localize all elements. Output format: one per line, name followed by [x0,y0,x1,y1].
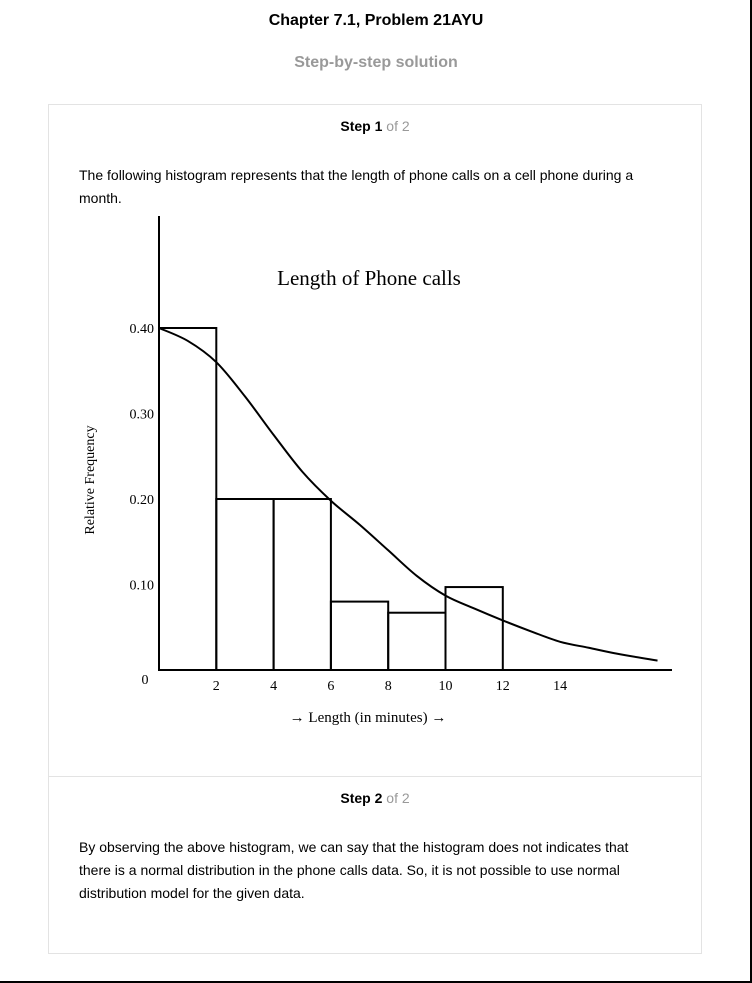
step-1-text: The following histogram represents that … [79,167,634,206]
histogram-bar-6 [444,586,504,671]
step-1-number: 1 [374,118,383,134]
step-2-header: Step 2 of 2 [49,790,701,806]
x-tick-label-7: 14 [553,679,567,694]
histogram-chart: Length of Phone calls Relative Frequency… [83,216,672,726]
step-2-text: By observing the above histogram, we can… [79,839,629,901]
x-tick-label-6: 12 [496,679,510,694]
solution-card: Step 1 of 2 The following histogram repr… [48,104,702,954]
step-2-number: 2 [374,790,383,806]
histogram-bar-1 [158,327,218,671]
y-tick-label-1: 0.10 [130,579,155,594]
y-tick-label-2: 0.20 [130,493,155,508]
step-1-label: Step [340,118,371,134]
page-subtitle: Step-by-step solution [294,54,458,71]
x-tick-label-2: 4 [270,679,277,694]
step-1-of: of 2 [386,118,410,134]
distribution-curve [158,327,658,662]
x-tick-label-4: 8 [385,679,392,694]
origin-label: 0 [142,673,149,688]
y-axis-label: Relative Frequency [83,425,98,534]
x-tick-label-1: 2 [213,679,220,694]
histogram-bar-3 [272,498,332,671]
bottom-border [0,981,752,983]
step-divider [49,776,701,777]
page-title: Chapter 7.1, Problem 21AYU [268,12,484,29]
histogram-bar-5 [387,611,447,671]
y-tick-label-4: 0.40 [130,322,155,337]
chart-title: Length of Phone calls [277,266,461,290]
x-tick-label-5: 10 [439,679,453,694]
y-tick-label-3: 0.30 [130,408,155,423]
histogram-bar-2 [215,498,275,671]
x-axis-label: → Length (in minutes) → [290,710,447,726]
step-2-of: of 2 [386,790,410,806]
x-tick-label-3: 6 [327,679,334,694]
step-1-header: Step 1 of 2 [49,118,701,134]
histogram-bar-4 [329,600,390,672]
step-2-label: Step [340,790,371,806]
right-border [750,0,752,983]
